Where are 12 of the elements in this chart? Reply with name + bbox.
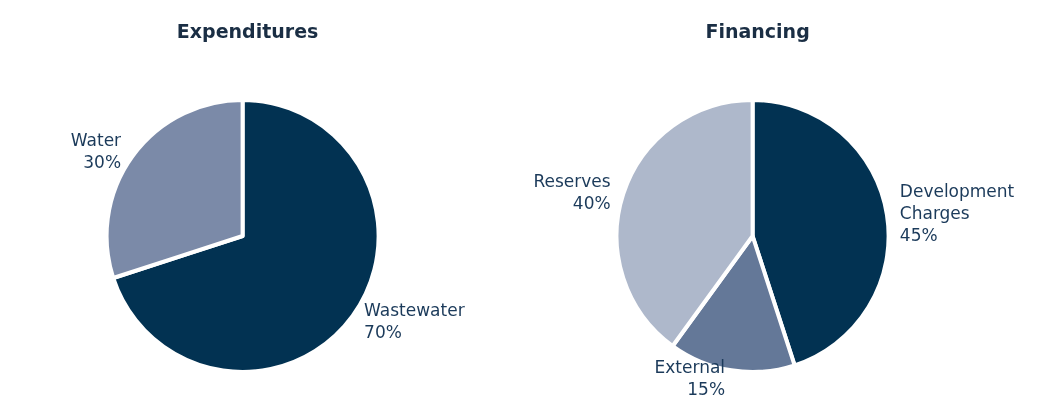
slice-label: Development Charges (899, 181, 1020, 224)
data-label: 40% (572, 192, 611, 213)
data-label: 45% (899, 225, 938, 246)
chart-title: Financing (705, 19, 810, 42)
slice-label: External (654, 357, 726, 378)
slice-label: Wastewater (364, 299, 465, 320)
slice-label: Water (70, 130, 122, 151)
slice-label: Reserves (533, 170, 611, 191)
chart-title: Expenditures (176, 19, 319, 42)
data-label: 30% (83, 152, 122, 173)
data-label: 70% (364, 321, 402, 342)
data-label: 15% (687, 379, 726, 400)
